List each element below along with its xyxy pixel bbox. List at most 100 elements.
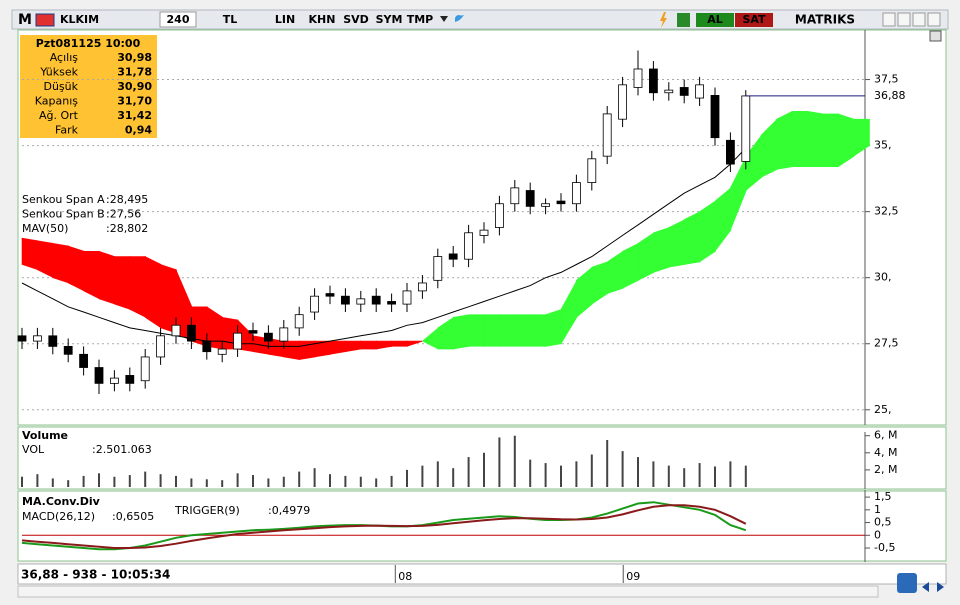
volume-bar — [313, 468, 316, 487]
volume-bar — [252, 475, 254, 487]
cloud — [283, 340, 301, 360]
cloud — [807, 110, 824, 168]
tool-icon[interactable] — [897, 573, 917, 593]
candle-body — [248, 330, 258, 334]
lightning-icon[interactable] — [660, 12, 667, 28]
y-tick-label: 0 — [874, 528, 881, 541]
period[interactable]: 240 — [167, 13, 190, 26]
y-tick-label: 6, M — [874, 429, 897, 442]
candle-body — [618, 84, 627, 120]
series-readout: :0,6505 — [112, 510, 154, 523]
candle-body — [171, 324, 181, 337]
dropdown-icon[interactable] — [440, 16, 448, 22]
candle-body — [279, 327, 289, 342]
candle-body — [294, 314, 304, 329]
cloud — [560, 280, 578, 345]
volume-bar — [390, 475, 393, 487]
indicator-readout: :28,802 — [106, 222, 148, 235]
candle-body — [202, 340, 212, 353]
volume-bar — [483, 452, 485, 487]
volume-bar — [606, 439, 609, 487]
panel-button[interactable] — [929, 30, 942, 42]
series-readout: :2.501.063 — [92, 443, 152, 456]
toolbar-button[interactable]: LIN — [275, 13, 295, 26]
candle-body — [233, 332, 243, 350]
cloud — [329, 340, 347, 355]
candle-body — [679, 87, 689, 96]
cloud — [52, 242, 69, 284]
toolbar-button[interactable]: SVD — [343, 13, 369, 26]
window-button[interactable] — [912, 12, 926, 27]
status: 36,88 - 938 - 10:05:34 — [21, 568, 170, 582]
cloud — [822, 113, 840, 168]
sell-button[interactable] — [735, 13, 773, 27]
panel-title: MA.Conv.Div — [22, 495, 101, 508]
candle-body — [572, 182, 581, 205]
y-tick-label: 25, — [874, 403, 892, 416]
series-name: TRIGGER(9) — [174, 504, 240, 517]
cloud — [483, 314, 501, 347]
window-button[interactable] — [927, 12, 941, 27]
candle-body — [48, 335, 58, 347]
candle-body — [494, 203, 504, 228]
y-tick-label: 27,5 — [874, 337, 899, 350]
cloud — [776, 110, 793, 170]
cloud — [683, 211, 701, 265]
buy-label[interactable]: AL — [707, 13, 723, 26]
candle-body — [417, 282, 427, 292]
buy-button[interactable] — [696, 13, 734, 27]
bird-icon[interactable] — [455, 15, 464, 22]
nav-arrows[interactable] — [922, 582, 944, 592]
volume-bar — [67, 480, 70, 487]
info-label: Yüksek — [39, 66, 78, 79]
indicator-name: Senkou Span B — [22, 208, 105, 221]
window-button[interactable] — [897, 12, 911, 27]
volume-bar — [637, 457, 639, 487]
symbol-prefix: M — [18, 12, 32, 28]
x-tick-label: 08 — [398, 570, 412, 583]
indicator-readout: :28,495 — [106, 193, 148, 206]
cloud — [653, 227, 670, 273]
volume-bar — [267, 478, 270, 487]
currency[interactable]: TL — [223, 13, 238, 26]
cloud — [114, 256, 131, 310]
volume-bar — [683, 468, 686, 487]
sell-label[interactable]: SAT — [742, 13, 766, 26]
candle-body — [79, 353, 88, 368]
info-label: Açılış — [50, 51, 79, 64]
candle-body — [633, 68, 643, 88]
symbol[interactable]: KLKIM — [60, 13, 99, 26]
volume-bar — [714, 466, 716, 487]
volume-bar — [529, 459, 532, 487]
period-box[interactable] — [159, 11, 197, 28]
cloud — [452, 314, 470, 350]
cloud — [853, 118, 870, 157]
cloud — [730, 156, 747, 231]
volume-bar — [467, 457, 470, 487]
line — [21, 147, 747, 347]
volume-bar — [175, 475, 177, 487]
x-tick-label: 09 — [626, 570, 640, 583]
candle-body — [664, 89, 674, 94]
window-button[interactable] — [882, 12, 896, 27]
toolbar-button[interactable]: TMP — [407, 13, 434, 26]
toolbar-button[interactable]: KHN — [309, 13, 336, 26]
y-tick-label: 35, — [874, 139, 892, 152]
volume-bar — [190, 478, 193, 487]
candle-body — [340, 295, 350, 305]
volume-bar — [21, 476, 23, 487]
toolbar-button[interactable]: SYM — [376, 13, 403, 26]
volume-bar — [436, 461, 439, 487]
candle-body — [125, 375, 135, 384]
scrollbar[interactable] — [17, 585, 879, 598]
candle-body — [710, 95, 720, 139]
panel-title: Volume — [22, 429, 68, 442]
volume-bar — [98, 473, 100, 487]
y-tick-label: 0,5 — [874, 516, 892, 529]
refresh-icon[interactable] — [677, 13, 690, 27]
cloud — [622, 242, 639, 289]
candle-body — [695, 84, 704, 99]
candle-body — [402, 290, 412, 305]
info-value: 31,78 — [117, 66, 152, 79]
candle-body — [510, 187, 520, 205]
